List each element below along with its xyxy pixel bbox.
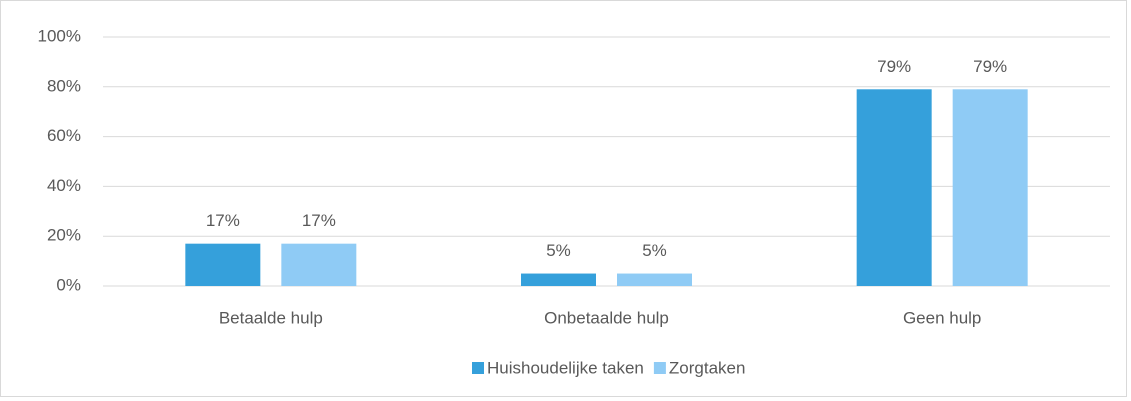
bar — [952, 89, 1028, 286]
value-label: 17% — [206, 211, 240, 230]
x-tick-label: Onbetaalde hulp — [544, 308, 669, 327]
bar — [521, 273, 596, 286]
bar — [617, 273, 692, 286]
y-tick-label: 60% — [47, 126, 81, 145]
legend-label: Zorgtaken — [669, 358, 746, 377]
y-tick-label: 20% — [47, 226, 81, 245]
legend-label: Huishoudelijke taken — [487, 358, 644, 377]
x-tick-label: Geen hulp — [903, 308, 981, 327]
y-tick-label: 80% — [47, 76, 81, 95]
bar — [185, 243, 261, 286]
y-tick-label: 100% — [38, 26, 81, 45]
bar — [856, 89, 932, 286]
y-tick-label: 0% — [56, 275, 81, 294]
value-label: 79% — [877, 57, 911, 76]
value-label: 79% — [973, 57, 1007, 76]
x-tick-label: Betaalde hulp — [219, 308, 323, 327]
legend-swatch — [653, 362, 666, 374]
y-tick-label: 40% — [47, 176, 81, 195]
value-label: 17% — [302, 211, 336, 230]
bar — [281, 243, 357, 286]
value-label: 5% — [546, 241, 571, 260]
value-label: 5% — [642, 241, 667, 260]
legend-swatch — [472, 362, 484, 374]
